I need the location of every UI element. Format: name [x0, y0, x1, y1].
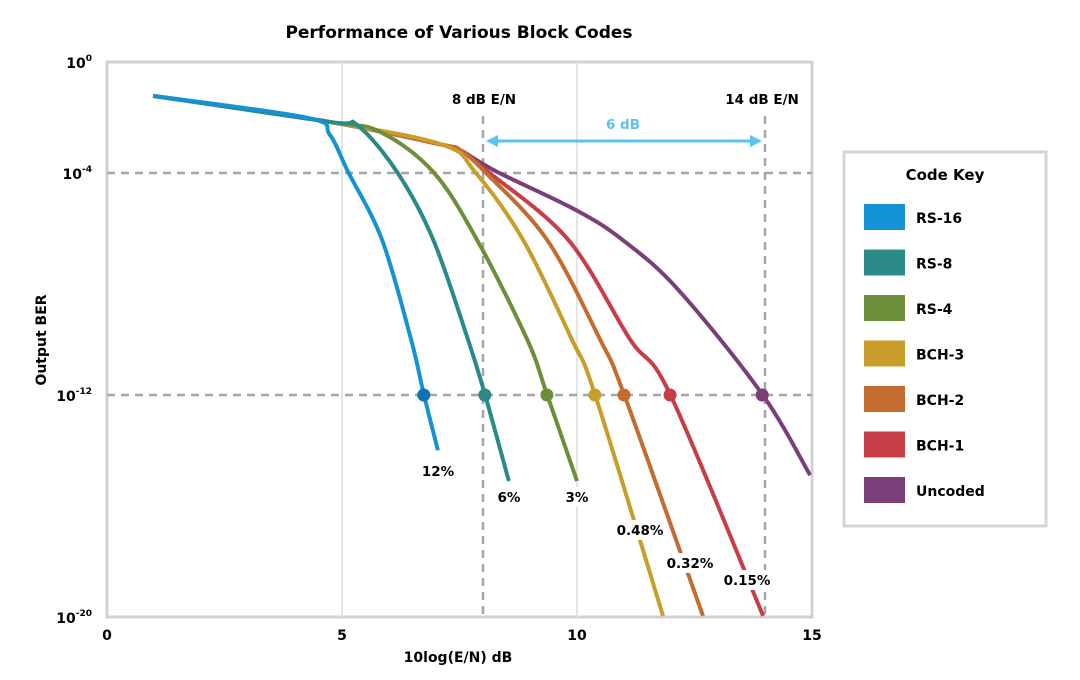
y-tick-label: 10-20	[56, 609, 92, 627]
percent-label: 12%	[422, 464, 455, 480]
data-point-rs-16	[417, 388, 431, 402]
series-markers	[417, 388, 769, 402]
series-line-uncoded	[152, 93, 812, 477]
legend-label: RS-16	[916, 211, 962, 227]
y-tick-base: 10	[56, 389, 76, 405]
annotation-right-ref: 14 dB E/N	[725, 92, 799, 108]
legend-label: RS-4	[916, 302, 953, 318]
annotation-gap: 6 dB	[606, 117, 640, 133]
y-tick-label: 10-12	[56, 387, 92, 405]
x-tick-label: 0	[102, 628, 112, 644]
gap-arrow	[486, 135, 762, 147]
percent-label: 0.32%	[667, 556, 714, 572]
percent-label-backing	[613, 520, 667, 540]
plot-frame	[105, 60, 814, 619]
percent-label: 0.48%	[617, 523, 664, 539]
x-tick-labels: 0 5 10 15	[102, 628, 822, 644]
data-point-bch-1	[663, 388, 677, 402]
x-tick-label: 5	[337, 628, 347, 644]
data-point-rs-4	[540, 388, 554, 402]
arrowhead-left-icon	[486, 135, 498, 147]
legend-swatch-rs-8	[864, 249, 905, 276]
data-point-bch-2	[617, 388, 631, 402]
data-point-rs-8	[478, 388, 492, 402]
legend-label: BCH-2	[916, 393, 964, 409]
y-tick-base: 10	[66, 56, 86, 72]
y-tick-exponent: -12	[76, 387, 92, 397]
legend-swatch-rs-4	[864, 295, 905, 321]
percent-label-backing	[720, 570, 774, 590]
data-point-uncoded	[755, 388, 769, 402]
percent-label: 0.15%	[724, 573, 771, 589]
percent-label-backing	[420, 461, 456, 481]
y-tick-exponent: -20	[76, 609, 92, 619]
x-tick-label: 15	[802, 628, 821, 644]
reference-lines	[107, 116, 812, 617]
legend-swatch-rs-16	[864, 204, 905, 230]
y-tick-exponent: 0	[86, 54, 92, 64]
percent-label: 6%	[498, 490, 521, 506]
percent-label-backing	[663, 553, 717, 573]
y-tick-label: 10-4	[63, 165, 92, 183]
legend-title: Code Key	[906, 166, 985, 184]
legend-label: Uncoded	[916, 484, 985, 500]
legend-label: RS-8	[916, 257, 952, 273]
arrowhead-right-icon	[750, 135, 762, 147]
series-line-rs-16	[152, 93, 440, 451]
series-line-rs-8	[152, 93, 511, 482]
y-tick-base: 10	[63, 167, 83, 183]
legend-swatch-uncoded	[864, 477, 905, 503]
y-tick-label: 100	[66, 54, 92, 72]
y-tick-base: 10	[56, 611, 76, 627]
legend-label: BCH-1	[916, 439, 964, 455]
x-axis-label: 10log(E/N) dB	[404, 650, 513, 666]
legend: Code Key RS-16 RS-8 RS-4 BCH-3 BCH-2 BCH-1 Unc…	[842, 150, 1048, 528]
legend-swatch-bch-1	[864, 431, 905, 458]
x-tick-label: 10	[567, 628, 587, 644]
data-point-bch-3	[588, 388, 602, 402]
annotation-left-ref: 8 dB E/N	[452, 92, 516, 108]
legend-swatch-bch-3	[864, 340, 905, 367]
chart-title: Performance of Various Block Codes	[285, 23, 632, 43]
percent-labels: 12% 6% 3% 0.48% 0.32% 0.15%	[420, 461, 774, 590]
percent-label-backing	[496, 487, 522, 507]
y-axis-label: Output BER	[34, 294, 50, 385]
y-tick-exponent: -4	[82, 165, 92, 175]
percent-label-backing	[564, 487, 590, 507]
legend-label: BCH-3	[916, 348, 964, 364]
legend-swatch-bch-2	[864, 386, 905, 412]
series-line-rs-4	[152, 93, 579, 482]
percent-label: 3%	[566, 490, 589, 506]
